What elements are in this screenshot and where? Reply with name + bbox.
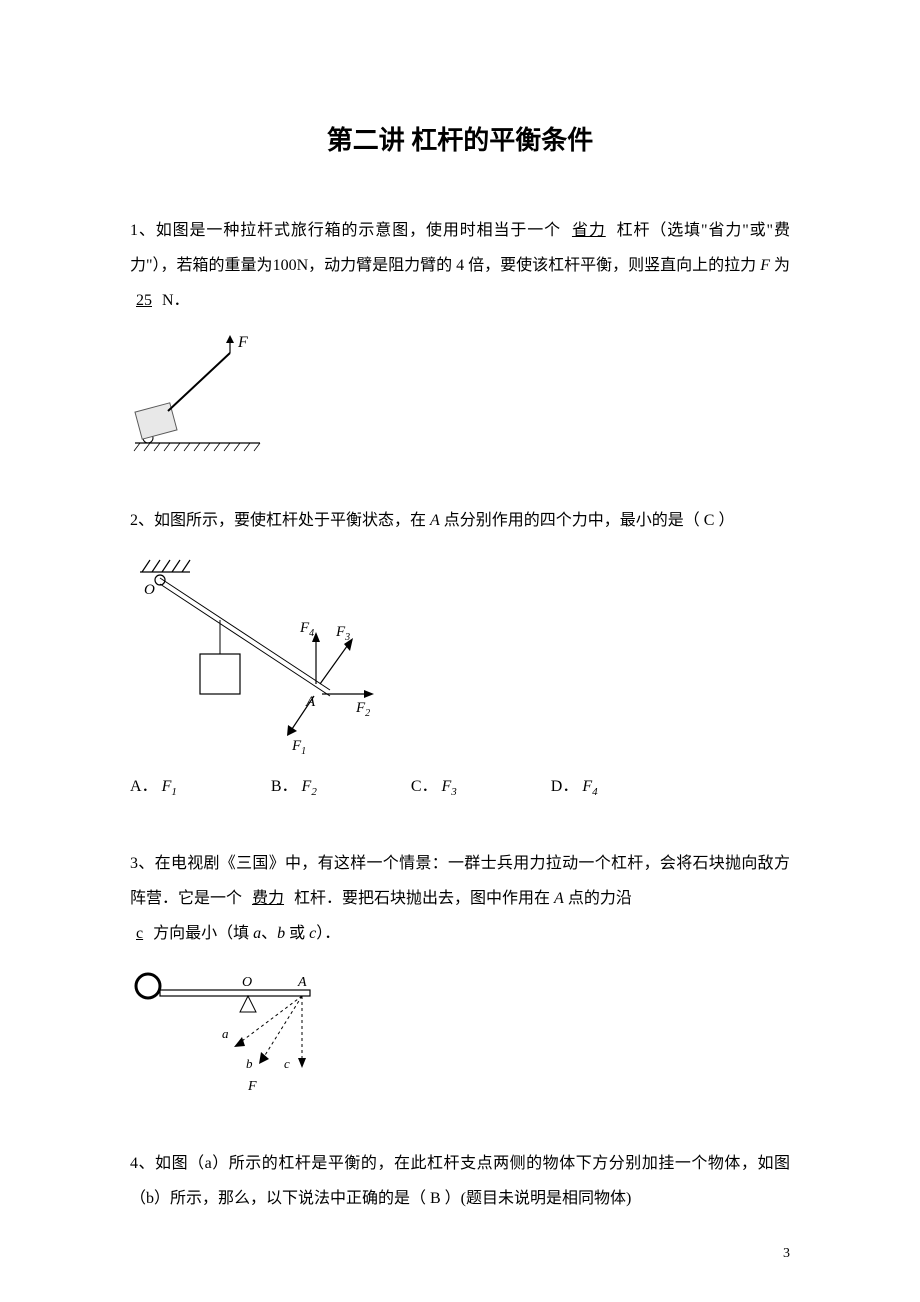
- figure-2: O A F4 F3 F2 F1: [130, 554, 790, 754]
- svg-text:F: F: [237, 335, 248, 351]
- q2-text-2: 点分别作用的四个力中，最小的是（ C ）: [440, 512, 735, 529]
- option-D: D． F4: [551, 772, 598, 798]
- svg-text:F: F: [247, 1079, 257, 1094]
- q1-F: F: [760, 257, 770, 274]
- q4-text: 4、如图（a）所示的杠杆是平衡的，在此杠杆支点两侧的物体下方分别加挂一个物体，如…: [130, 1155, 790, 1207]
- q1-blank-2: 25: [130, 292, 158, 309]
- svg-text:c: c: [284, 1056, 290, 1071]
- page: 第二讲 杠杆的平衡条件 1、如图是一种拉杆式旅行箱的示意图，使用时相当于一个 省…: [0, 0, 920, 1302]
- q1-text-4: 为: [770, 257, 790, 274]
- q1-blank-1: 省力: [566, 222, 612, 239]
- q2-text-1: 2、如图所示，要使杠杆处于平衡状态，在: [130, 512, 430, 529]
- q3-text-4: 方向最小（填: [153, 925, 253, 942]
- page-title: 第二讲 杠杆的平衡条件: [130, 120, 790, 157]
- q1-unit: N．: [162, 292, 190, 309]
- lever-forces-diagram: O A F4 F3 F2 F1: [130, 554, 390, 754]
- q2-A: A: [430, 512, 440, 529]
- suitcase-diagram: F: [130, 335, 270, 455]
- q1-text-1: 1、如图是一种拉杆式旅行箱的示意图，使用时相当于一个: [130, 222, 561, 239]
- question-3: 3、在电视剧《三国》中，有这样一个情景：一群士兵用力拉动一个杠杆，会将石块抛向敌…: [130, 846, 790, 952]
- option-C: C． F3: [411, 772, 457, 798]
- q3-blank-2: c: [130, 925, 149, 942]
- figure-3: O A a b c F: [130, 968, 790, 1098]
- label-O: O: [144, 582, 155, 598]
- question-1: 1、如图是一种拉杆式旅行箱的示意图，使用时相当于一个 省力 杠杆（选填"省力"或…: [130, 213, 790, 319]
- catapult-diagram: O A a b c F: [130, 968, 330, 1098]
- q3-A: A: [554, 890, 564, 907]
- svg-text:F4: F4: [299, 620, 314, 639]
- svg-text:A: A: [297, 975, 307, 990]
- svg-text:F2: F2: [355, 700, 370, 719]
- q3-text-2: 杠杆．要把石块抛出去，图中作用在: [294, 890, 554, 907]
- option-A: A． F1: [130, 772, 177, 798]
- figure-1: F: [130, 335, 790, 455]
- q2-options: A． F1 B． F2 C． F3 D． F4: [130, 772, 790, 798]
- question-4: 4、如图（a）所示的杠杆是平衡的，在此杠杆支点两侧的物体下方分别加挂一个物体，如…: [130, 1146, 790, 1216]
- q1-text-3: ，动力臂是阻力臂的 4 倍，要使该杠杆平衡，则竖直向上的拉力: [308, 257, 760, 274]
- svg-text:F1: F1: [291, 738, 306, 754]
- option-B: B． F2: [271, 772, 317, 798]
- svg-text:O: O: [242, 975, 252, 990]
- q1-weight: 100N: [273, 257, 309, 274]
- svg-text:a: a: [222, 1026, 229, 1041]
- question-2: 2、如图所示，要使杠杆处于平衡状态，在 A 点分别作用的四个力中，最小的是（ C…: [130, 503, 790, 538]
- svg-text:F3: F3: [335, 624, 350, 643]
- svg-text:b: b: [246, 1056, 253, 1071]
- q3-text-3: 点的力沿: [564, 890, 632, 907]
- page-number: 3: [783, 1246, 790, 1262]
- q3-blank-1: 费力: [246, 890, 290, 907]
